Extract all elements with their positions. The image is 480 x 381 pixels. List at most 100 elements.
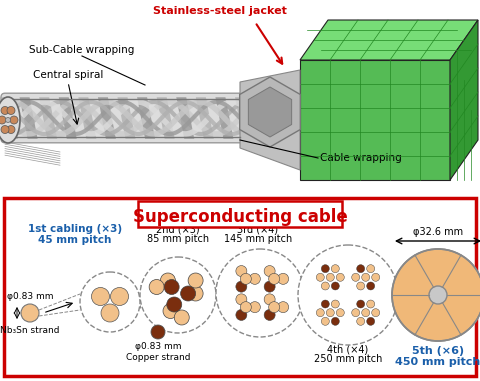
Polygon shape [196,97,214,139]
Circle shape [163,304,178,319]
Circle shape [216,249,304,337]
Polygon shape [216,97,233,139]
Circle shape [151,325,165,339]
FancyBboxPatch shape [4,198,476,376]
Circle shape [269,302,280,313]
Circle shape [149,280,164,295]
Text: 5th (×6): 5th (×6) [412,346,464,356]
Circle shape [240,273,252,284]
Polygon shape [39,97,57,139]
Text: 1st cabling (×3): 1st cabling (×3) [28,224,122,234]
Polygon shape [59,97,77,139]
Circle shape [336,309,344,317]
Circle shape [321,300,329,308]
Text: Copper strand: Copper strand [126,353,190,362]
Circle shape [298,245,398,345]
Polygon shape [176,97,194,139]
Circle shape [7,125,15,133]
FancyBboxPatch shape [1,93,244,143]
Text: 145 mm pitch: 145 mm pitch [224,234,292,244]
Ellipse shape [0,97,20,143]
Text: 4th (×4): 4th (×4) [327,344,369,354]
Circle shape [236,309,247,320]
Polygon shape [0,97,18,139]
Circle shape [264,309,275,320]
Text: 2nd (×3): 2nd (×3) [156,224,200,234]
Circle shape [264,266,275,277]
Circle shape [352,273,360,281]
Polygon shape [156,97,175,139]
Circle shape [326,309,335,317]
Polygon shape [300,20,478,60]
Circle shape [236,281,247,292]
Polygon shape [248,87,292,137]
FancyBboxPatch shape [138,201,342,227]
Text: Stainless-steel jacket: Stainless-steel jacket [153,6,287,16]
Polygon shape [300,60,450,180]
Circle shape [367,265,375,273]
Circle shape [101,304,119,322]
Text: Cable wrapping: Cable wrapping [320,153,402,163]
Text: φ32.6 mm: φ32.6 mm [413,227,463,237]
Polygon shape [240,77,300,147]
Circle shape [92,288,109,306]
Circle shape [80,272,140,332]
Circle shape [357,317,365,325]
Circle shape [321,282,329,290]
Circle shape [249,273,260,284]
Circle shape [331,265,339,273]
Text: φ0.83 mm: φ0.83 mm [7,292,53,301]
Circle shape [331,300,339,308]
Circle shape [331,282,339,290]
Circle shape [277,273,288,284]
Circle shape [249,302,260,313]
Circle shape [264,281,275,292]
Polygon shape [78,97,96,139]
Circle shape [174,310,189,325]
Circle shape [160,273,175,288]
Circle shape [1,125,9,133]
Polygon shape [137,97,155,139]
Text: Central spiral: Central spiral [33,70,103,80]
Polygon shape [235,97,253,139]
Circle shape [269,273,280,284]
Text: 3rd (×4): 3rd (×4) [238,224,278,234]
Polygon shape [240,70,300,170]
Text: Superconducting cable: Superconducting cable [132,208,348,226]
Circle shape [240,302,252,313]
Circle shape [367,300,375,308]
Circle shape [392,249,480,341]
Polygon shape [118,97,135,139]
Text: 85 mm pitch: 85 mm pitch [147,234,209,244]
Circle shape [357,300,365,308]
Text: Sub-Cable wrapping: Sub-Cable wrapping [29,45,135,55]
Circle shape [361,309,370,317]
Circle shape [5,117,11,123]
Circle shape [0,116,6,124]
Circle shape [357,282,365,290]
Circle shape [316,273,324,281]
Circle shape [357,265,365,273]
Circle shape [429,286,447,304]
Text: 450 mm pitch: 450 mm pitch [396,357,480,367]
Circle shape [372,273,380,281]
Polygon shape [450,20,478,180]
Circle shape [1,106,9,114]
Circle shape [180,286,196,301]
Circle shape [10,116,18,124]
Circle shape [264,294,275,305]
Circle shape [321,265,329,273]
Circle shape [167,297,182,312]
Circle shape [352,309,360,317]
Circle shape [367,317,375,325]
Text: φ0.83 mm: φ0.83 mm [135,342,181,351]
Circle shape [336,273,344,281]
Circle shape [188,273,203,288]
Circle shape [110,288,129,306]
Polygon shape [20,97,37,139]
Text: 250 mm pitch: 250 mm pitch [314,354,382,364]
Text: 45 mm pitch: 45 mm pitch [38,235,112,245]
Circle shape [367,282,375,290]
Circle shape [188,286,203,301]
Circle shape [236,266,247,277]
